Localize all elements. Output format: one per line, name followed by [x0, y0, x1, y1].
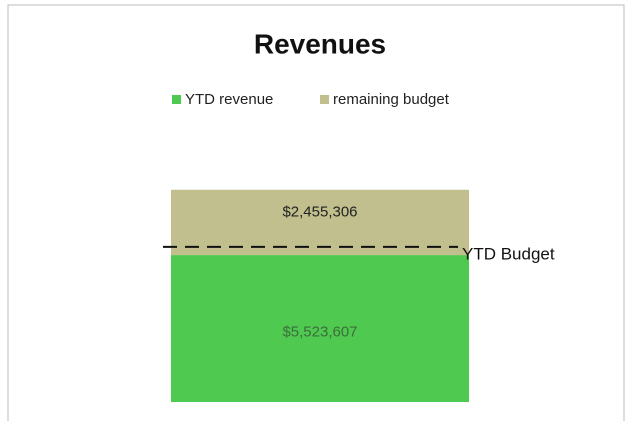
bar-segment [171, 189, 469, 256]
value-label: $2,455,306 [282, 203, 357, 220]
annotation-label: YTD Budget [462, 244, 555, 263]
legend-label: remaining budget [333, 91, 450, 108]
legend-label: YTD revenue [185, 91, 273, 108]
legend-swatch [320, 95, 329, 104]
chart-title: Revenues [254, 28, 386, 59]
bar-segment [171, 255, 469, 402]
value-label: $5,523,607 [282, 324, 357, 341]
legend-swatch [172, 95, 181, 104]
